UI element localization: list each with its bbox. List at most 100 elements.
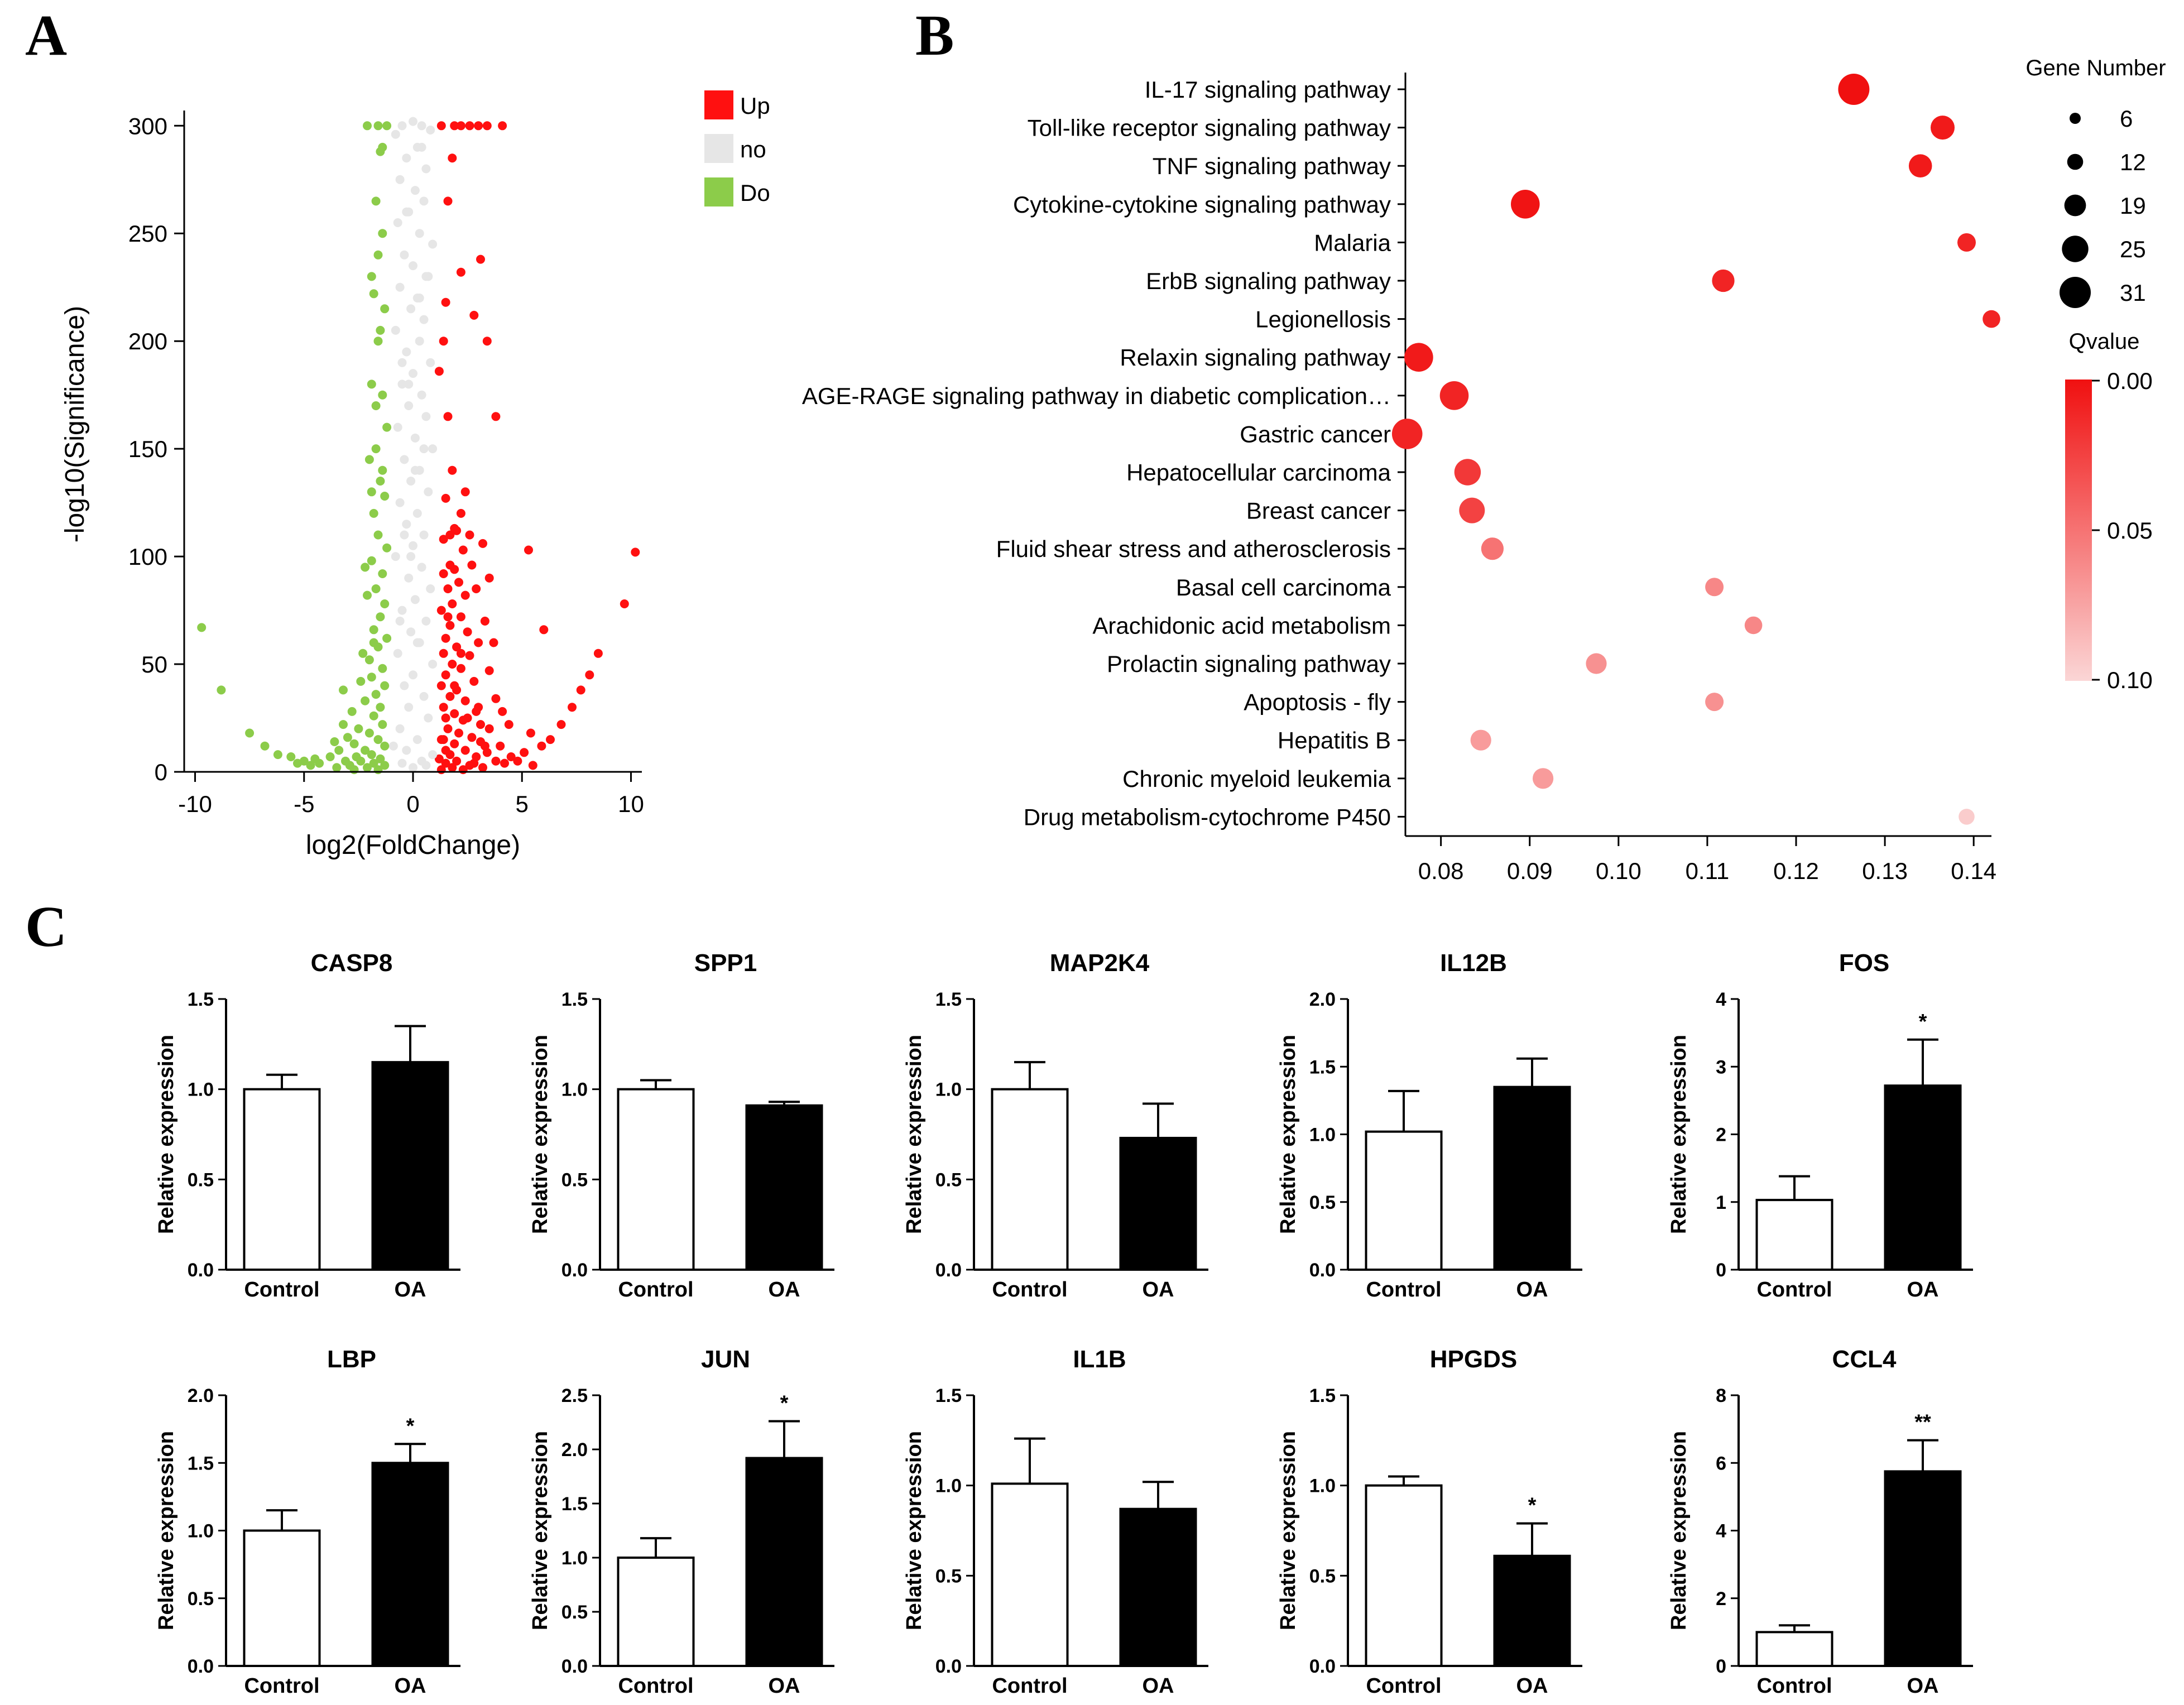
volcano-point-down	[363, 763, 372, 772]
bar-chart-il1b: IL1B Relative expression 0.0 0.5 1.0 1.5 Contr…	[903, 1346, 1208, 1698]
volcano-point-up	[434, 367, 444, 376]
volcano-point-up	[436, 681, 446, 690]
volcano-point-nodiff	[395, 616, 405, 626]
volcano-point-down	[380, 599, 390, 608]
volcano-point-up	[474, 703, 483, 712]
bubble-point	[1459, 497, 1485, 523]
volcano-point-down	[380, 492, 390, 501]
volcano-point-nodiff	[426, 358, 435, 367]
bar-category-label: Control	[618, 1278, 693, 1301]
volcano-point-up	[576, 685, 585, 695]
volcano-point-nodiff	[391, 552, 400, 561]
bar-chart-y-tick-label: 0.0	[1309, 1260, 1336, 1281]
volcano-point-up	[469, 758, 479, 768]
bubble-x-tick-label: 0.09	[1507, 858, 1553, 884]
bar-chart-y-tick-label: 1.5	[188, 989, 214, 1010]
volcano-point-down	[382, 422, 392, 432]
bar-category-label: OA	[1516, 1278, 1548, 1301]
volcano-point-down	[369, 625, 378, 635]
bubble-point	[1404, 343, 1433, 372]
volcano-y-tick-label: 0	[155, 759, 167, 785]
volcano-point-up	[458, 765, 468, 775]
bubble-x-tick-label: 0.14	[1951, 858, 1996, 884]
bar-chart-y-tick-label: 1.5	[188, 1453, 214, 1474]
bubble-point	[1983, 310, 2000, 328]
bubble-points	[1391, 74, 2000, 825]
volcano-point-nodiff	[395, 724, 405, 733]
volcano-point-up	[452, 526, 462, 535]
volcano-point-up	[469, 676, 479, 686]
volcano-point-up	[460, 746, 470, 755]
bar-chart-y-tick-label: 0	[1716, 1260, 1726, 1281]
bar-category-label: Control	[1756, 1674, 1832, 1698]
bar-category-label: Control	[1366, 1278, 1441, 1301]
volcano-point-nodiff	[395, 282, 405, 292]
volcano-x-tick-label: 0	[406, 791, 419, 817]
legend-swatch-down	[704, 177, 733, 206]
volcano-point-up	[450, 121, 459, 131]
volcano-point-nodiff	[391, 129, 400, 139]
legend-label-nodiff: no	[740, 136, 766, 162]
volcano-point-down	[382, 121, 392, 131]
color-legend-title: Qvalue	[2069, 329, 2140, 354]
size-legend-dot	[2070, 113, 2081, 124]
bar-chart-y-tick-label: 0.5	[561, 1602, 588, 1623]
volcano-point-nodiff	[421, 761, 431, 770]
volcano-point-down	[358, 649, 368, 658]
volcano-point-up	[526, 728, 535, 738]
volcano-point-up	[456, 508, 465, 518]
volcano-point-up	[445, 560, 455, 570]
bar-control	[991, 1482, 1069, 1668]
bar-category-label: Control	[618, 1674, 693, 1698]
volcano-point-up	[528, 761, 537, 770]
volcano-point-up	[456, 612, 465, 622]
bar-oa	[745, 1457, 823, 1668]
bubble-point	[1959, 809, 1975, 825]
volcano-point-up	[556, 720, 566, 729]
size-legend-label: 31	[2120, 280, 2146, 306]
bubble-point	[1957, 233, 1976, 252]
bar-chart-y-axis-title: Relative expression	[155, 1431, 178, 1630]
volcano-y-tick-label: 300	[128, 113, 167, 139]
volcano-point-down	[364, 728, 374, 738]
bar-chart-title: IL1B	[1073, 1346, 1126, 1373]
bar-chart-y-tick-label: 4	[1716, 989, 1726, 1010]
size-legend-dot	[2064, 194, 2086, 217]
bubble-x-tick-label: 0.08	[1418, 858, 1464, 884]
volcano-point-down	[373, 250, 383, 260]
volcano-point-nodiff	[421, 412, 431, 421]
volcano-x-tick-label: 10	[618, 791, 644, 817]
volcano-point-nodiff	[428, 239, 438, 249]
bar-chart-y-tick-label: 2.0	[188, 1385, 214, 1406]
bar-chart-y-axis-title: Relative expression	[1276, 1431, 1300, 1630]
volcano-point-up	[436, 765, 446, 775]
volcano-point-up	[439, 703, 448, 712]
volcano-point-up	[450, 709, 459, 718]
volcano-point-up	[452, 642, 462, 652]
bubble-point	[1586, 653, 1607, 674]
volcano-point-up	[489, 638, 498, 647]
volcano-y-ticks: 0 50 100 150 200 250 300	[128, 113, 184, 785]
volcano-point-up	[520, 748, 529, 757]
bar-category-label: OA	[1143, 1278, 1174, 1301]
bar-chart-y-tick-label: 0.0	[561, 1260, 588, 1281]
bar-chart-y-tick-label: 1.5	[561, 989, 588, 1010]
bubble-x-tick-label: 0.13	[1862, 858, 1908, 884]
significance-marker: *	[1919, 1010, 1927, 1034]
volcano-point-down	[245, 728, 255, 738]
bar-chart-y-tick-label: 6	[1716, 1453, 1726, 1474]
bubble-category-labels: IL-17 signaling pathway Toll-like recepto…	[802, 76, 1405, 830]
volcano-point-down	[273, 750, 282, 760]
bubble-point	[1454, 459, 1481, 486]
volcano-point-down	[376, 477, 385, 486]
volcano-point-down	[371, 196, 381, 206]
bubble-x-ticks: 0.08 0.09 0.10 0.11 0.12 0.13 0.14	[1418, 836, 1996, 884]
bubble-category-label: Gastric cancer	[1240, 421, 1391, 447]
volcano-point-down	[367, 272, 376, 281]
bar-chart-y-tick-label: 1.5	[1309, 1056, 1336, 1078]
volcano-point-down	[376, 754, 385, 763]
bar-chart-casp8: CASP8 Relative expression 0.0 0.5 1.0 1.5 Cont…	[155, 949, 460, 1301]
bar-chart-title: LBP	[327, 1346, 376, 1373]
volcano-point-up	[439, 337, 448, 346]
